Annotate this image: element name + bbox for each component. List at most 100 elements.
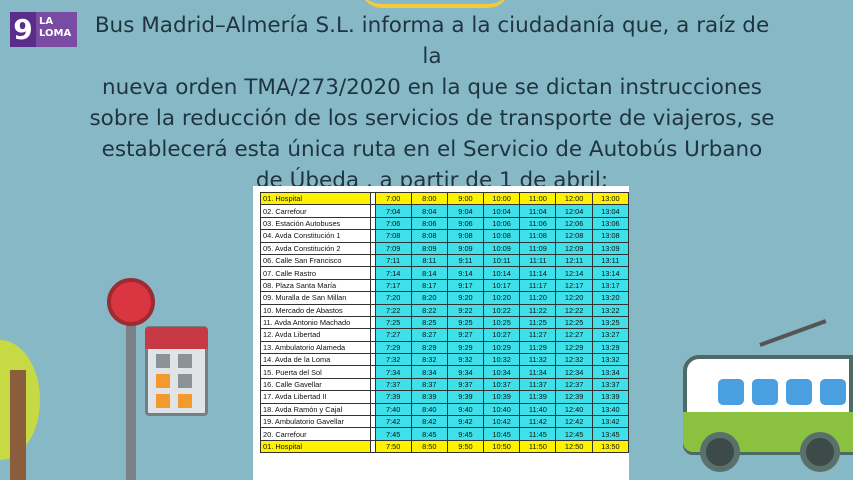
bus-stop-pole [126,308,136,480]
bus-window [786,379,812,405]
time-cell: 7:20 [374,291,412,305]
time-cell: 7:27 [374,328,412,342]
time-cell: 12:17 [555,278,593,293]
table-row: 20. Carrefour 7:45 8:45 9:45 10:45 11:45 12:45… [260,427,630,441]
time-cell: 10:40 [483,402,521,417]
time-cell: 11:45 [519,427,557,441]
stop-name-cell: 13. Ambulatorio Alameda [260,340,371,355]
table-row: 13. Ambulatorio Alameda 7:29 8:29 9:29 10:29… [260,340,630,355]
time-cell: 12:40 [555,402,593,417]
time-cell: 7:25 [374,315,412,330]
time-cell: 8:09 [410,241,448,255]
time-cell: 8:17 [410,278,448,293]
table-row: 17. Avda Libertad II 7:39 8:39 9:39 10:39 11:… [260,390,630,404]
time-cell: 7:39 [374,390,412,404]
logo-text: LA LOMA [36,12,77,47]
stop-name-cell: 07. Calle Rastro [260,266,371,280]
stop-name-cell: 02. Carrefour [260,204,371,218]
logo-line2: LOMA [39,28,72,39]
table-row: 10. Mercado de Abastos 7:22 8:22 9:22 10:22 1… [260,303,630,317]
time-cell: 7:42 [374,415,412,429]
time-cell: 9:04 [446,204,485,218]
bus-window [820,379,846,405]
table-row: 14. Avda de la Loma 7:32 8:32 9:32 10:32 11:3… [260,353,630,367]
time-cell: 13:09 [591,241,630,255]
time-cell: 11:22 [519,303,557,317]
time-cell: 9:09 [446,241,485,255]
time-cell: 8:50 [410,439,448,454]
time-cell: 13:42 [591,415,630,429]
table-row: 02. Carrefour 7:04 8:04 9:04 10:04 11:04 12:04… [260,204,630,218]
time-cell: 9:14 [446,266,485,280]
time-cell: 13:34 [591,365,630,379]
table-row: 19. Ambulatorio Gavellar 7:42 8:42 9:42 10:4… [260,415,630,429]
time-cell: 10:39 [483,390,521,404]
time-cell: 11:50 [519,439,557,454]
time-cell: 12:50 [555,439,593,454]
stop-name-cell: 01. Hospital [260,191,371,206]
time-cell: 10:00 [483,191,521,206]
time-cell: 12:27 [555,328,593,342]
stop-name-cell: 14. Avda de la Loma [260,353,371,367]
time-cell: 9:37 [446,377,485,392]
time-cell: 13:11 [591,253,630,268]
time-cell: 11:06 [519,216,557,231]
time-cell: 9:11 [446,253,485,268]
stop-name-cell: 16. Calle Gavellar [260,377,371,392]
table-row: 09. Muralla de San Millan 7:20 8:20 9:20 10:… [260,291,630,305]
time-cell: 9:27 [446,328,485,342]
box-cell [178,394,192,408]
bus-stop-box-top [145,327,208,349]
time-cell: 12:00 [555,191,593,206]
time-cell: 13:40 [591,402,630,417]
time-cell: 12:22 [555,303,593,317]
time-cell: 11:11 [519,253,557,268]
time-cell: 11:27 [519,328,557,342]
time-cell: 13:22 [591,303,630,317]
time-cell: 8:25 [410,315,448,330]
time-cell: 10:32 [483,353,521,367]
bus-wheel [800,432,840,472]
time-cell: 12:32 [555,353,593,367]
time-cell: 12:08 [555,229,593,243]
time-cell: 13:27 [591,328,630,342]
time-cell: 8:32 [410,353,448,367]
time-cell: 10:17 [483,278,521,293]
box-cell [156,394,170,408]
table-row: 04. Avda Constitución 1 7:08 8:08 9:08 10:08… [260,229,630,243]
time-cell: 12:20 [555,291,593,305]
time-cell: 8:42 [410,415,448,429]
time-cell: 7:06 [374,216,412,231]
time-cell: 11:25 [519,315,557,330]
time-cell: 9:08 [446,229,485,243]
stop-name-cell: 06. Calle San Francisco [260,253,371,268]
time-cell: 9:25 [446,315,485,330]
stop-name-cell: 04. Avda Constitución 1 [260,229,371,243]
stop-name-cell: 12. Avda Libertad [260,328,371,342]
time-cell: 11:29 [519,340,557,355]
stop-name-cell: 20. Carrefour [260,427,371,441]
time-cell: 8:00 [410,191,448,206]
time-cell: 13:04 [591,204,630,218]
time-cell: 12:29 [555,340,593,355]
time-cell: 11:09 [519,241,557,255]
time-cell: 8:11 [410,253,448,268]
table-row: 18. Avda Ramón y Cajal 7:40 8:40 9:40 10:40 1… [260,402,630,417]
time-cell: 7:22 [374,303,412,317]
time-cell: 10:04 [483,204,521,218]
time-cell: 11:42 [519,415,557,429]
time-cell: 7:45 [374,427,412,441]
stop-name-cell: 03. Estación Autobuses [260,216,371,231]
time-cell: 7:50 [374,439,412,454]
time-cell: 12:04 [555,204,593,218]
time-cell: 10:22 [483,303,521,317]
time-cell: 13:20 [591,291,630,305]
channel-logo: 9 LA LOMA [10,12,77,47]
time-cell: 11:39 [519,390,557,404]
table-row: 11. Avda Antonio Machado 7:25 8:25 9:25 10:2… [260,315,630,330]
time-cell: 10:09 [483,241,521,255]
time-cell: 10:11 [483,253,521,268]
time-cell: 9:45 [446,427,485,441]
time-cell: 9:34 [446,365,485,379]
notice-line: sobre la reducción de los servicios de t… [89,106,775,131]
